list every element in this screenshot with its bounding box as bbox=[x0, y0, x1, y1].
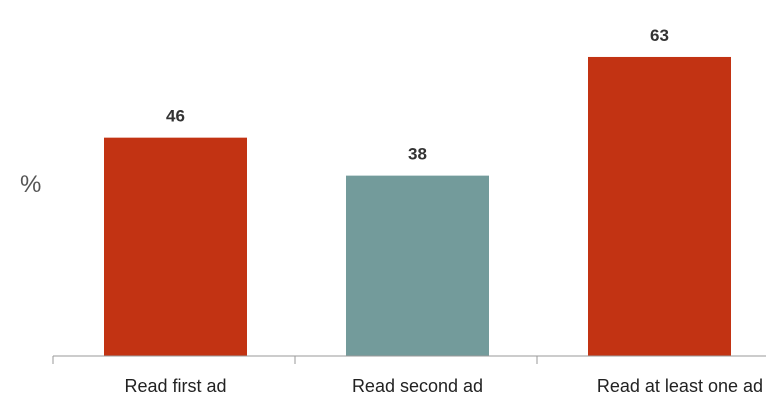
value-label-2: 63 bbox=[650, 26, 669, 45]
bar-2 bbox=[588, 56, 731, 357]
y-axis-label: % bbox=[20, 171, 41, 198]
value-label-0: 46 bbox=[166, 107, 185, 126]
category-label-2: Read at least one ad bbox=[597, 376, 763, 396]
bar-0 bbox=[104, 137, 247, 356]
category-label-1: Read second ad bbox=[352, 376, 483, 396]
value-label-1: 38 bbox=[408, 145, 427, 164]
category-label-0: Read first ad bbox=[124, 376, 226, 396]
bar-1 bbox=[346, 175, 489, 356]
